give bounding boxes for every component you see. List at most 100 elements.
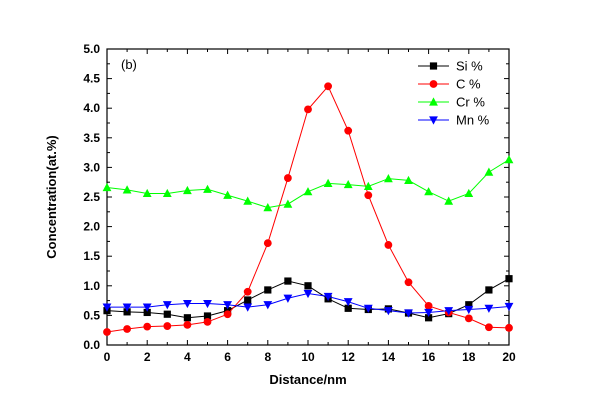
data-point-cr <box>283 199 293 208</box>
x-tick-label: 12 <box>342 350 356 364</box>
data-point-c <box>344 126 353 135</box>
data-point-si <box>304 282 312 290</box>
data-point-si <box>163 310 171 318</box>
x-tick-label: 10 <box>301 350 315 364</box>
data-point-cr <box>444 196 454 205</box>
data-point-mn <box>283 294 293 303</box>
data-point-cr <box>183 185 192 195</box>
data-point-cr <box>203 184 212 193</box>
data-point-si <box>123 308 131 316</box>
data-point-mn <box>404 309 413 318</box>
y-tick-label: 0.0 <box>83 338 100 352</box>
data-point-c <box>223 310 232 319</box>
data-point-c <box>263 239 272 248</box>
data-point-c <box>103 328 111 336</box>
x-tick-label: 4 <box>184 350 191 364</box>
data-point-mn <box>323 292 333 302</box>
y-tick-label: 2.5 <box>83 190 100 204</box>
data-point-mn <box>122 303 132 312</box>
data-point-cr <box>142 188 152 198</box>
y-tick-label: 0.5 <box>83 308 100 322</box>
data-point-c <box>505 323 513 332</box>
data-point-c <box>485 323 493 332</box>
data-point-cr <box>323 178 333 187</box>
data-point-mn <box>504 302 514 312</box>
data-point-cr <box>102 182 112 192</box>
data-point-mn <box>343 298 353 307</box>
data-point-mn <box>183 299 192 309</box>
panel-label: (b) <box>121 57 137 72</box>
data-point-cr <box>223 190 232 199</box>
y-tick-label: 4.5 <box>83 72 100 86</box>
data-point-mn <box>484 304 494 313</box>
data-point-cr <box>343 179 353 189</box>
y-tick-label: 1.0 <box>83 279 100 293</box>
legend-item-c: C % <box>418 77 481 92</box>
legend: Si % C % Cr % Mn % <box>418 59 490 128</box>
axis-ticks: 0 2 4 6 8 10 12 14 16 18 20 0.0 0.5 1.0 1.5 2.0 2.5 3.0 3.… <box>83 42 516 364</box>
y-tick-label: 1.5 <box>83 249 100 263</box>
data-point-cr <box>424 187 433 196</box>
data-point-cr <box>384 174 393 183</box>
data-point-si <box>284 277 292 285</box>
data-point-cr <box>263 203 273 212</box>
data-point-si <box>264 286 272 294</box>
data-point-mn <box>142 303 152 312</box>
legend-item-cr: Cr % <box>418 95 485 110</box>
data-point-c <box>424 302 433 310</box>
series-layer <box>102 82 514 336</box>
y-axis-title: Concentration(at.%) <box>44 135 59 259</box>
data-point-mn <box>263 301 273 310</box>
y-tick-label: 3.0 <box>83 160 100 174</box>
y-tick-label: 3.5 <box>83 131 100 145</box>
data-point-mn <box>203 299 212 309</box>
data-point-c <box>304 105 312 114</box>
x-tick-label: 18 <box>462 350 476 364</box>
data-point-c <box>404 278 413 287</box>
x-tick-label: 0 <box>104 350 111 364</box>
data-point-mn <box>444 307 454 316</box>
series-c <box>103 82 513 336</box>
data-point-c <box>364 191 373 200</box>
data-point-c <box>324 82 332 91</box>
legend-marker <box>429 80 438 88</box>
data-point-si <box>425 314 433 322</box>
data-point-cr <box>464 188 474 198</box>
data-point-si <box>485 286 493 294</box>
data-point-cr <box>404 175 413 185</box>
legend-label: Si % <box>456 59 483 74</box>
data-point-mn <box>243 303 253 312</box>
data-point-mn <box>363 304 373 313</box>
data-point-mn <box>102 303 112 312</box>
data-point-c <box>163 322 172 330</box>
data-point-cr <box>303 187 313 196</box>
data-point-cr <box>162 188 172 198</box>
y-tick-label: 5.0 <box>83 42 100 56</box>
x-tick-label: 14 <box>382 350 396 364</box>
data-point-c <box>284 174 292 182</box>
series-mn <box>102 289 514 318</box>
x-axis-title: Distance/nm <box>269 372 346 387</box>
data-point-si <box>465 301 473 309</box>
legend-marker <box>429 62 438 70</box>
legend-item-si: Si % <box>418 59 483 74</box>
y-tick-label: 2.0 <box>83 220 100 234</box>
x-tick-label: 20 <box>502 350 516 364</box>
data-point-mn <box>223 301 232 310</box>
x-tick-label: 8 <box>264 350 271 364</box>
data-point-si <box>505 275 513 283</box>
x-tick-label: 6 <box>224 350 231 364</box>
legend-label: Mn % <box>456 113 490 128</box>
data-point-mn <box>424 308 433 318</box>
legend-marker <box>429 97 438 106</box>
data-point-cr <box>504 155 514 164</box>
legend-marker <box>429 116 438 125</box>
data-point-cr <box>122 185 132 194</box>
data-point-mn <box>303 289 313 299</box>
legend-label: Cr % <box>456 95 485 110</box>
data-point-si <box>143 308 151 317</box>
legend-label: C % <box>456 77 481 92</box>
data-point-mn <box>464 305 474 315</box>
data-point-si <box>183 314 191 322</box>
